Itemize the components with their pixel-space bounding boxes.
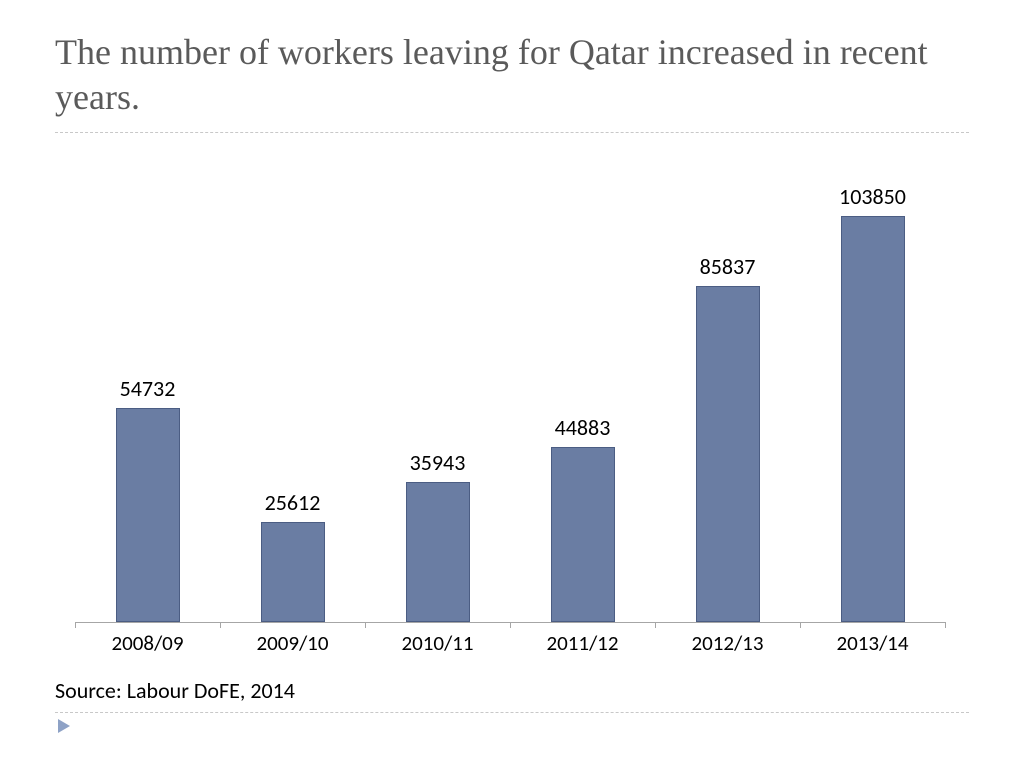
axis-tick [800, 622, 801, 628]
bar-value-label: 103850 [803, 183, 943, 210]
axis-tick [220, 622, 221, 628]
bar [696, 286, 760, 622]
axis-tick [510, 622, 511, 628]
bar [551, 447, 615, 622]
bar [841, 216, 905, 622]
x-axis-label: 2009/10 [223, 630, 363, 656]
source-text: Source: Labour DoFE, 2014 [55, 677, 295, 704]
title-divider [55, 132, 969, 133]
axis-tick [655, 622, 656, 628]
page-title: The number of workers leaving for Qatar … [55, 30, 969, 120]
bar-value-label: 85837 [658, 253, 798, 280]
x-axis-label: 2013/14 [803, 630, 943, 656]
bar-value-label: 44883 [513, 414, 653, 441]
bar-value-label: 35943 [368, 449, 508, 476]
x-axis-label: 2010/11 [368, 630, 508, 656]
x-axis-label: 2008/09 [78, 630, 218, 656]
bar-value-label: 25612 [223, 489, 363, 516]
slide: The number of workers leaving for Qatar … [0, 0, 1024, 768]
x-axis-label: 2011/12 [513, 630, 653, 656]
bar [261, 522, 325, 622]
footer-divider [55, 712, 969, 713]
axis-tick [365, 622, 366, 628]
next-slide-icon [55, 717, 969, 735]
axis-tick [75, 622, 76, 628]
x-axis-label: 2012/13 [658, 630, 798, 656]
bar-value-label: 54732 [78, 375, 218, 402]
bar-chart: 54732 2008/09 25612 2009/10 35943 2010/11 4488… [55, 173, 955, 663]
source-row: Source: Labour DoFE, 2014 [55, 677, 969, 704]
axis-tick [945, 622, 946, 628]
chart-plot-area: 547322008/09256122009/10359432010/114488… [75, 193, 945, 623]
bar [116, 408, 180, 622]
bar [406, 482, 470, 623]
